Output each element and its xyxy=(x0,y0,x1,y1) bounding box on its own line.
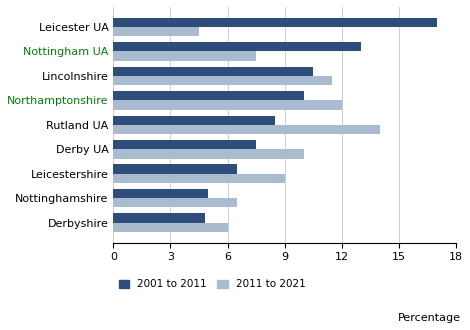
Bar xyxy=(113,125,380,134)
Bar xyxy=(113,115,275,125)
Bar xyxy=(113,100,342,110)
Bar xyxy=(113,42,361,51)
Bar xyxy=(113,18,437,27)
Text: Percentage: Percentage xyxy=(398,314,461,323)
Bar xyxy=(113,91,304,100)
Bar xyxy=(113,27,199,36)
Bar xyxy=(113,51,256,61)
Bar xyxy=(113,67,313,76)
Bar xyxy=(113,164,237,174)
Bar xyxy=(113,189,209,198)
Bar xyxy=(113,198,237,208)
Bar xyxy=(113,174,285,183)
Bar xyxy=(113,149,304,158)
Bar xyxy=(113,214,205,223)
Bar xyxy=(113,223,227,232)
Bar xyxy=(113,140,256,149)
Bar xyxy=(113,76,332,85)
Legend: 2001 to 2011, 2011 to 2021: 2001 to 2011, 2011 to 2021 xyxy=(118,279,306,289)
